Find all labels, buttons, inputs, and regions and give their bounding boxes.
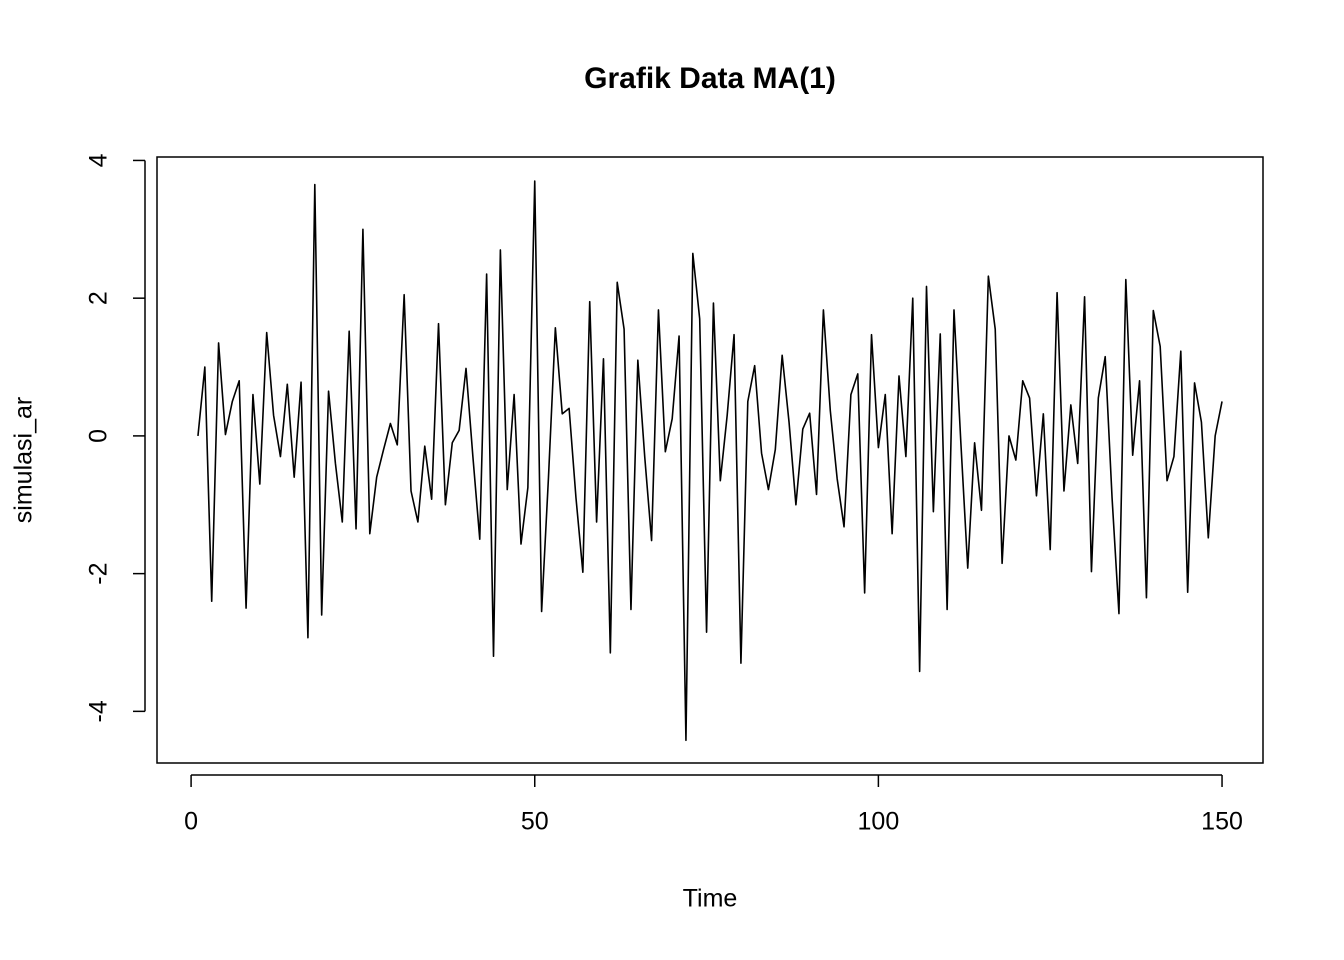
x-axis-label: Time	[683, 885, 738, 913]
x-tick-label: 100	[858, 808, 900, 836]
plot-frame	[156, 156, 1264, 764]
chart-title: Grafik Data MA(1)	[584, 62, 836, 95]
y-tick-label: 2	[85, 291, 113, 305]
x-tick-label: 0	[184, 808, 198, 836]
series-line	[197, 180, 1223, 742]
x-tick-label: 50	[521, 808, 549, 836]
y-tick-label: -2	[85, 563, 113, 585]
y-tick-label: 4	[85, 153, 113, 167]
y-axis-label: simulasi_ar	[10, 397, 38, 523]
x-tick-label: 150	[1201, 808, 1243, 836]
y-tick-label: -4	[85, 700, 113, 722]
y-tick-label: 0	[85, 429, 113, 443]
